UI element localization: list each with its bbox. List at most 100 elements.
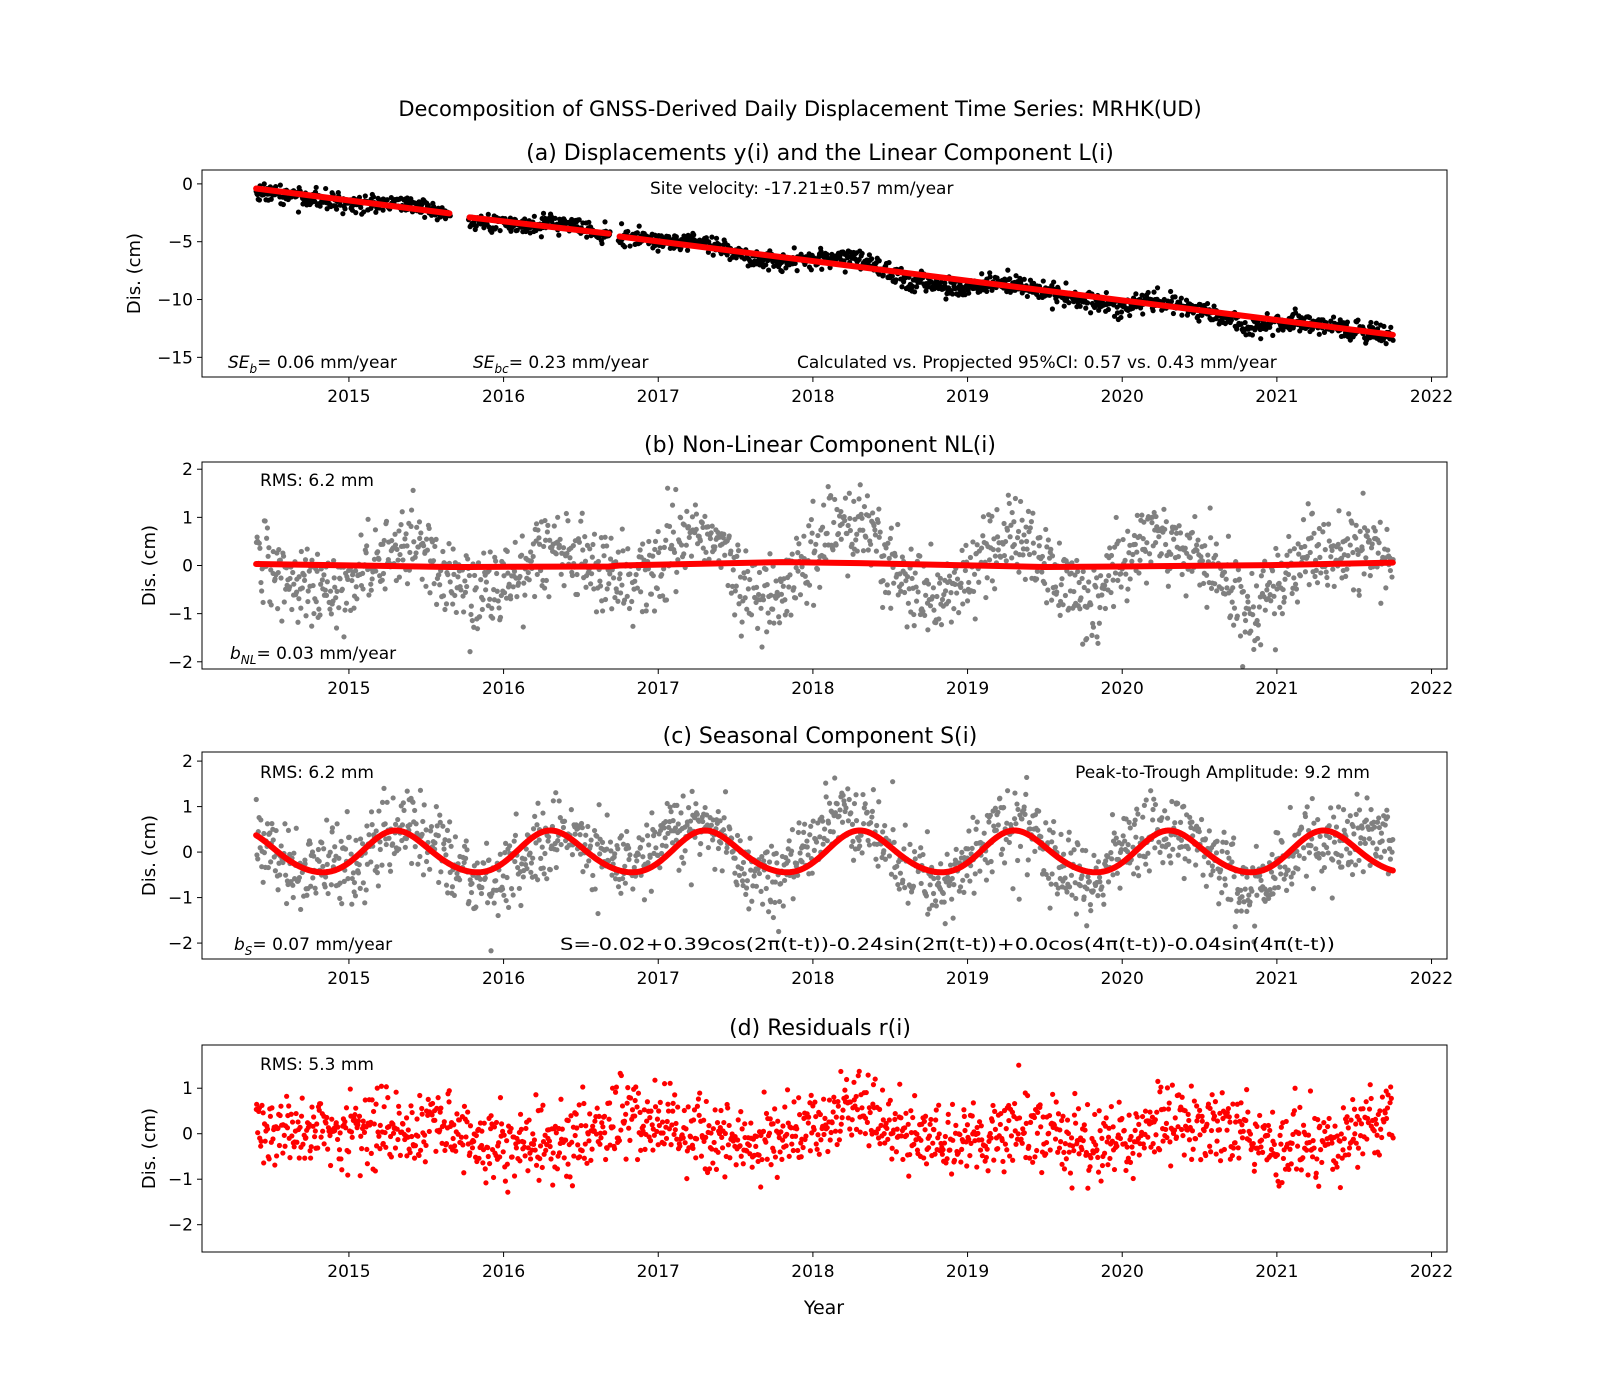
nonlinear-point: [1372, 528, 1378, 534]
nonlinear-point: [1260, 568, 1266, 574]
seasonal-point: [1370, 840, 1376, 846]
nonlinear-point: [1326, 538, 1332, 544]
seasonal-point: [966, 828, 972, 834]
nonlinear-point: [610, 575, 617, 581]
seasonal-point: [620, 875, 626, 882]
residual-point: [476, 1155, 482, 1161]
seasonal-point: [1356, 857, 1362, 864]
seasonal-point: [522, 856, 528, 862]
seasonal-point: [474, 860, 480, 866]
nonlinear-point: [365, 516, 371, 522]
observed-point: [323, 185, 329, 192]
nonlinear-point: [314, 568, 320, 574]
nonlinear-point: [759, 644, 765, 650]
nonlinear-point: [535, 527, 541, 533]
observed-point: [473, 223, 479, 229]
seasonal-point: [449, 884, 456, 890]
nonlinear-point: [1385, 547, 1391, 553]
seasonal-point: [293, 825, 299, 831]
nonlinear-point: [501, 573, 507, 579]
observed-point: [1344, 319, 1350, 325]
nonlinear-point: [1107, 545, 1113, 551]
nonlinear-point: [400, 557, 406, 563]
seasonal-point: [532, 813, 538, 819]
seasonal-point: [1320, 851, 1326, 857]
nonlinear-point: [287, 584, 293, 590]
seasonal-point: [1378, 854, 1384, 860]
nonlinear-point: [637, 547, 643, 553]
seasonal-point: [1368, 806, 1374, 813]
seasonal-point: [505, 904, 512, 911]
nonlinear-point: [419, 576, 425, 582]
nonlinear-point: [1344, 566, 1350, 572]
residual-point: [517, 1158, 523, 1164]
x-tick-label: 2022: [1410, 679, 1453, 699]
nonlinear-point: [424, 547, 430, 553]
residual-point: [368, 1150, 374, 1156]
seasonal-point: [512, 832, 519, 838]
nonlinear-point: [1118, 584, 1124, 590]
seasonal-point: [336, 855, 342, 861]
nonlinear-point: [1248, 628, 1254, 634]
nonlinear-point: [281, 599, 287, 605]
seasonal-point: [536, 837, 542, 843]
nonlinear-point: [382, 586, 388, 592]
seasonal-point: [501, 892, 507, 898]
nonlinear-point: [661, 544, 667, 550]
seasonal-point: [362, 900, 368, 906]
nonlinear-point: [789, 551, 795, 557]
seasonal-point: [1229, 859, 1235, 865]
nonlinear-point: [1054, 589, 1060, 595]
seasonal-point: [776, 898, 783, 905]
seasonal-point: [468, 889, 475, 896]
nonlinear-point: [597, 578, 603, 584]
seasonal-point: [538, 855, 544, 861]
nonlinear-point: [318, 581, 324, 587]
seasonal-point: [738, 866, 745, 872]
x-tick-label: 2018: [791, 969, 834, 989]
nonlinear-point: [765, 610, 771, 616]
seasonal-point: [1379, 838, 1385, 844]
nonlinear-point: [536, 535, 542, 541]
nonlinear-point: [443, 601, 450, 607]
nonlinear-point: [912, 570, 918, 576]
seasonal-point: [886, 853, 893, 859]
residual-point: [497, 1154, 503, 1160]
nonlinear-point: [1317, 554, 1323, 560]
nonlinear-point: [954, 576, 961, 582]
seasonal-point: [1317, 833, 1323, 840]
nonlinear-point: [745, 568, 751, 575]
nonlinear-point: [1357, 528, 1363, 535]
seasonal-point: [1378, 830, 1385, 836]
nonlinear-point: [813, 541, 819, 547]
seasonal-point: [840, 792, 846, 798]
seasonal-point: [1308, 843, 1314, 849]
nonlinear-point: [1251, 646, 1257, 653]
nonlinear-point: [1202, 543, 1208, 549]
seasonal-point: [1168, 860, 1174, 866]
nonlinear-point: [1057, 612, 1063, 618]
nonlinear-point: [434, 601, 440, 607]
observed-point: [1368, 319, 1374, 326]
residual-point: [323, 1120, 329, 1126]
nonlinear-point: [1023, 538, 1030, 544]
seasonal-point: [1099, 884, 1105, 890]
nonlinear-point: [1255, 622, 1261, 628]
nonlinear-point: [560, 545, 567, 551]
nonlinear-point: [674, 569, 680, 575]
nonlinear-point: [845, 573, 851, 579]
residual-point: [513, 1145, 519, 1151]
observed-point: [268, 196, 274, 202]
panel-c-title: (c) Seasonal Component S(i): [663, 724, 978, 749]
seasonal-point: [558, 841, 564, 848]
observed-point: [1024, 293, 1030, 300]
residual-point: [471, 1138, 477, 1145]
nonlinear-point: [275, 606, 281, 612]
observed-point: [1196, 318, 1202, 324]
nonlinear-point: [913, 584, 919, 590]
nonlinear-point: [771, 620, 777, 626]
nonlinear-point: [336, 605, 342, 611]
seasonal-point: [368, 859, 374, 865]
residual-point: [533, 1162, 540, 1168]
nonlinear-point: [930, 585, 937, 591]
